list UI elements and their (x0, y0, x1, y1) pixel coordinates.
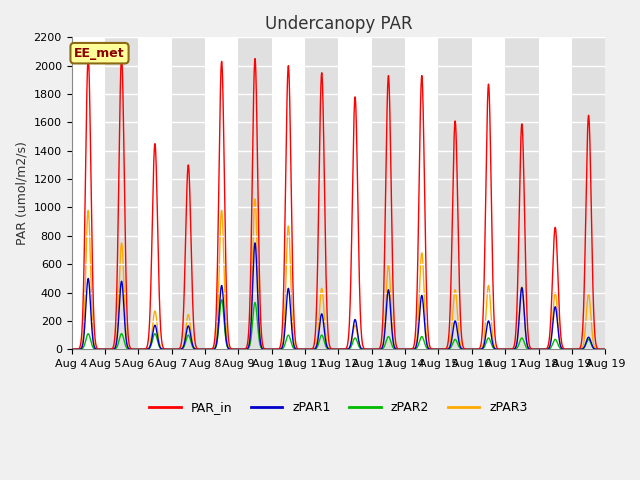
Bar (472, 37, 505, 349)
zPAR3 (407, 347, 415, 352)
Line: zPAR3: zPAR3 (72, 199, 605, 349)
Bar (72, 37, 105, 349)
zPAR2 (488, 342, 495, 348)
PAR_in (68, 347, 76, 352)
Bar (205, 37, 238, 349)
Text: EE_met: EE_met (74, 47, 125, 60)
Bar (438, 37, 472, 349)
Bar (339, 37, 372, 349)
zPAR2 (407, 347, 415, 352)
zPAR2 (68, 347, 76, 352)
PAR_in (601, 347, 609, 352)
PAR_in (454, 199, 461, 205)
Legend: PAR_in, zPAR1, zPAR2, zPAR3: PAR_in, zPAR1, zPAR2, zPAR3 (145, 396, 532, 419)
Bar (538, 37, 572, 349)
zPAR3 (177, 346, 185, 352)
Bar (138, 37, 172, 349)
zPAR2 (595, 347, 603, 352)
zPAR2 (520, 338, 527, 344)
Bar (172, 37, 205, 349)
zPAR1 (177, 346, 184, 352)
zPAR2 (218, 297, 225, 302)
zPAR1 (407, 347, 415, 352)
zPAR3 (454, 315, 461, 321)
PAR_in (595, 347, 603, 352)
zPAR3 (168, 347, 175, 352)
zPAR1 (454, 330, 461, 336)
zPAR3 (68, 347, 76, 352)
Bar (305, 37, 339, 349)
zPAR2 (601, 347, 609, 352)
zPAR3 (251, 196, 259, 202)
PAR_in (177, 342, 185, 348)
Bar (505, 37, 538, 349)
zPAR1 (488, 335, 495, 341)
zPAR1 (68, 347, 76, 352)
zPAR1 (251, 240, 259, 246)
Bar (105, 37, 138, 349)
Y-axis label: PAR (umol/m2/s): PAR (umol/m2/s) (15, 142, 28, 245)
zPAR1 (601, 347, 609, 352)
PAR_in (488, 216, 495, 221)
PAR_in (84, 54, 92, 60)
PAR_in (407, 347, 415, 352)
Bar (238, 37, 271, 349)
PAR_in (520, 168, 527, 174)
Bar (372, 37, 405, 349)
zPAR3 (520, 303, 528, 309)
zPAR1 (520, 301, 527, 307)
Bar (271, 37, 305, 349)
Line: zPAR2: zPAR2 (72, 300, 605, 349)
zPAR3 (596, 347, 604, 352)
zPAR1 (595, 347, 603, 352)
Line: PAR_in: PAR_in (72, 57, 605, 349)
zPAR3 (601, 347, 609, 352)
zPAR3 (488, 324, 495, 329)
zPAR2 (177, 347, 184, 352)
zPAR2 (454, 341, 461, 347)
Bar (405, 37, 438, 349)
Title: Undercanopy PAR: Undercanopy PAR (264, 15, 412, 33)
Bar (572, 37, 605, 349)
Line: zPAR1: zPAR1 (72, 243, 605, 349)
